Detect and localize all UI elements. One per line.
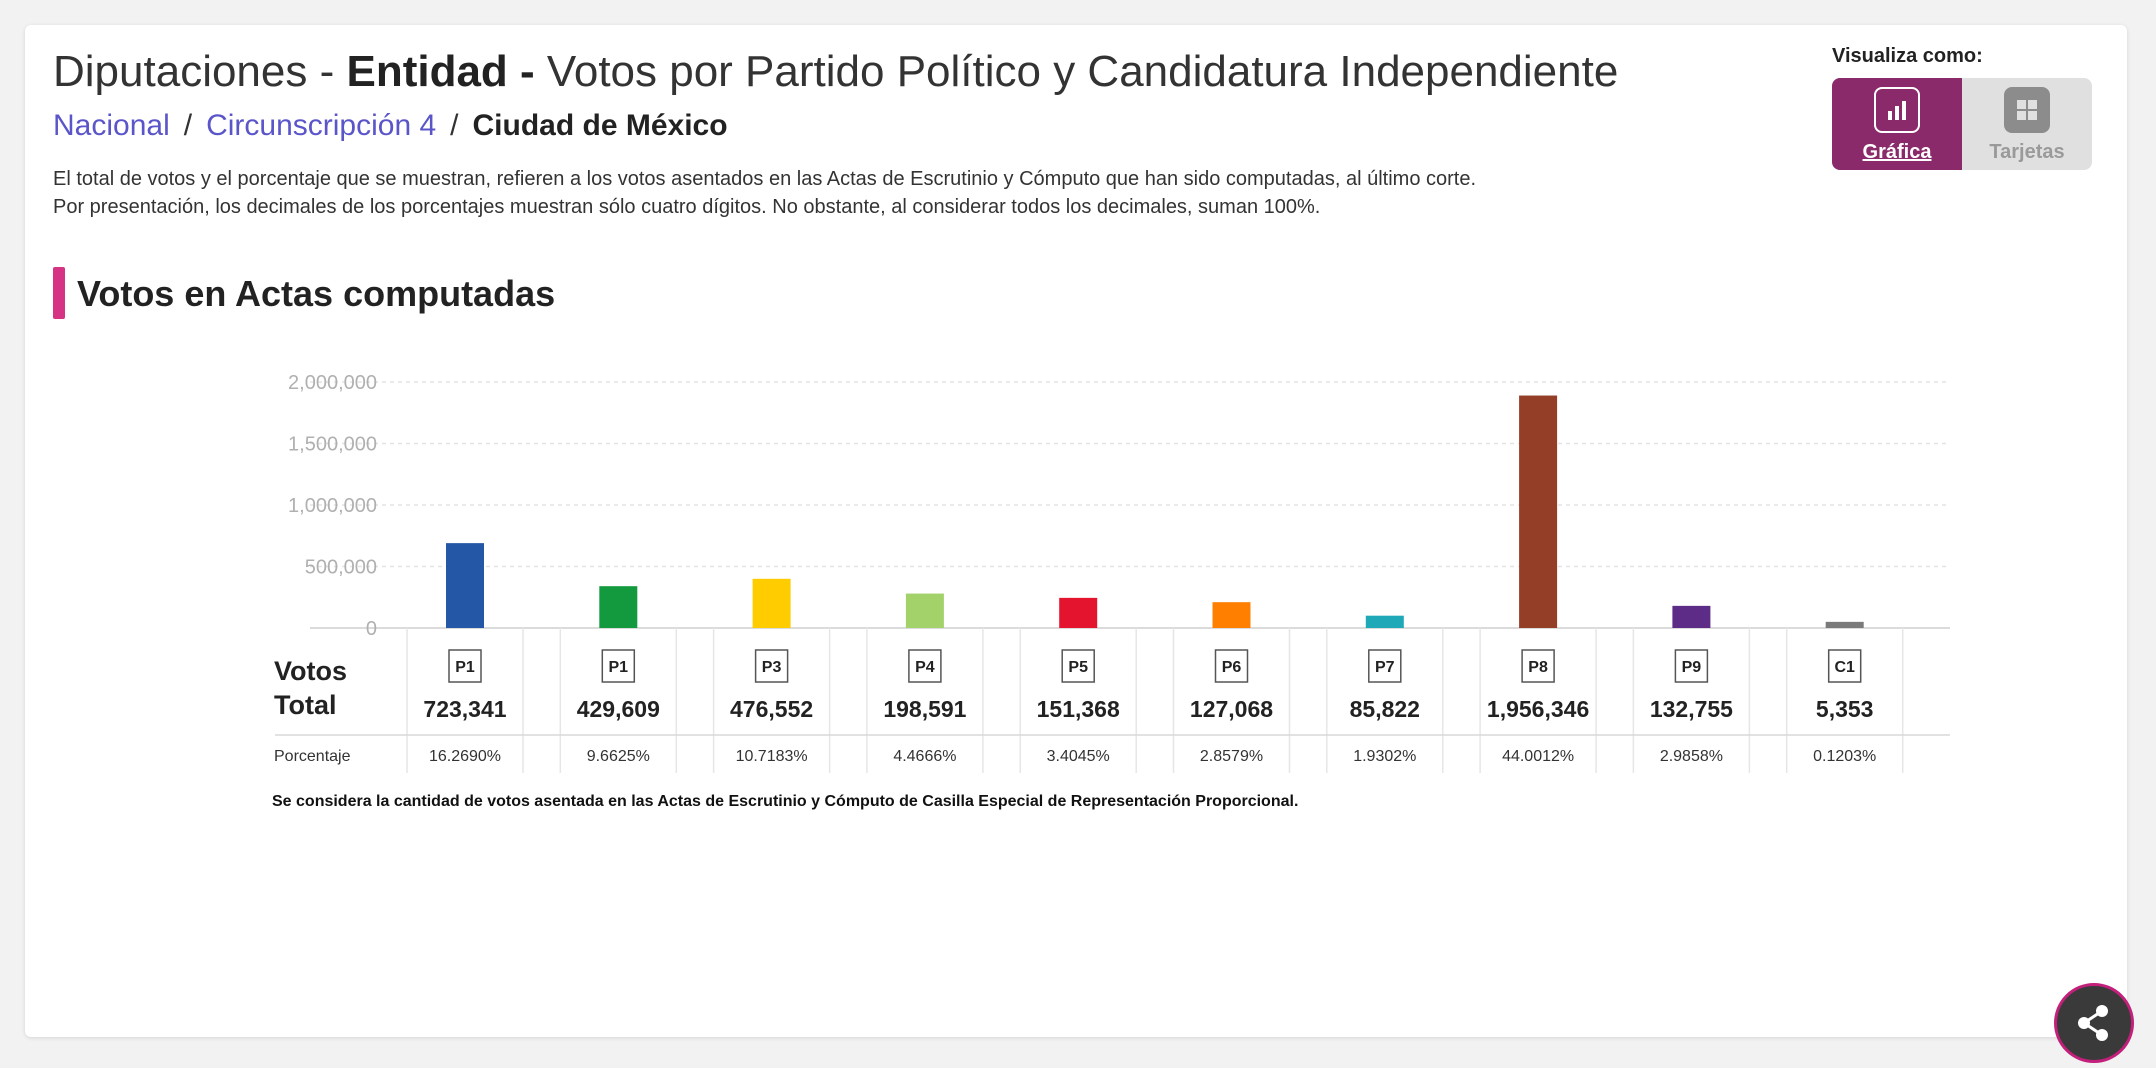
breadcrumb-separator: /: [183, 109, 193, 142]
votes-value: 198,591: [883, 696, 966, 722]
bar[interactable]: [1825, 621, 1864, 628]
bar[interactable]: [905, 593, 944, 628]
percent-value: 1.9302%: [1353, 748, 1416, 765]
percent-value: 3.4045%: [1047, 748, 1110, 765]
y-tick-label: 2,000,000: [288, 372, 377, 394]
visualiza-label: Visualiza como:: [1832, 45, 1983, 67]
section-title: Votos en Actas computadas: [77, 273, 556, 314]
votes-value: 723,341: [423, 696, 506, 722]
percent-value: 2.8579%: [1200, 748, 1263, 765]
breadcrumb-current: Ciudad de México: [472, 109, 728, 142]
bar[interactable]: [1365, 615, 1404, 628]
party-label: P6: [1222, 659, 1242, 676]
party-label: P3: [762, 659, 782, 676]
y-tick-label: 1,000,000: [288, 495, 377, 517]
party-label: P9: [1682, 659, 1702, 676]
grid-icon: [2004, 87, 2050, 133]
percent-value: 16.2690%: [429, 748, 501, 765]
party-label: P1: [455, 659, 475, 676]
description-line-2: Por presentación, los decimales de los p…: [53, 196, 1321, 218]
percent-value: 10.7183%: [736, 748, 808, 765]
view-option-tarjetas-label: Tarjetas: [1989, 141, 2065, 163]
bar[interactable]: [1212, 602, 1251, 628]
y-tick-label: 500,000: [305, 557, 377, 579]
breadcrumb-separator: /: [450, 109, 459, 142]
bar[interactable]: [752, 578, 791, 628]
votos-label: Votos: [274, 656, 347, 686]
footnote: Se considera la cantidad de votos asenta…: [272, 793, 1298, 810]
votes-value: 5,353: [1816, 696, 1874, 722]
bar[interactable]: [1519, 395, 1558, 628]
party-badge: [601, 649, 636, 683]
bar-chart-icon: [1874, 87, 1920, 133]
breadcrumb-circunscripcion[interactable]: Circunscripción 4: [206, 109, 437, 142]
votes-value: 429,609: [577, 696, 660, 722]
view-option-tarjetas[interactable]: Tarjetas: [1962, 78, 2092, 170]
party-badge: [1521, 649, 1555, 683]
party-badge: [908, 649, 942, 683]
percent-value: 9.6625%: [587, 748, 650, 765]
breadcrumb-nacional[interactable]: Nacional: [53, 109, 170, 142]
results-card: Diputaciones - Entidad - Votos por Parti…: [25, 25, 2127, 1037]
porcentaje-label: Porcentaje: [274, 748, 351, 765]
y-tick-label: 1,500,000: [288, 434, 377, 456]
view-toggle: Gráfica Tarjetas: [1832, 78, 2092, 170]
bar[interactable]: [1059, 597, 1098, 628]
votes-value: 1,956,346: [1487, 696, 1589, 722]
bar[interactable]: [446, 543, 484, 628]
votes-value: 132,755: [1650, 696, 1733, 722]
party-badge: [754, 649, 789, 683]
percent-value: 2.9858%: [1660, 748, 1723, 765]
percent-value: 44.0012%: [1502, 748, 1574, 765]
description-line-1: El total de votos y el porcentaje que se…: [53, 168, 1477, 190]
party-label: P1: [609, 659, 629, 676]
page-title: Diputaciones - Entidad - Votos por Parti…: [53, 47, 1619, 96]
party-badge: [448, 649, 482, 683]
section-accent-bar: [53, 267, 65, 319]
bar[interactable]: [1672, 605, 1711, 628]
party-label: P5: [1068, 659, 1088, 676]
percent-value: 0.1203%: [1813, 748, 1876, 765]
votes-value: 85,822: [1350, 696, 1420, 722]
view-option-grafica-label: Gráfica: [1862, 141, 1932, 163]
description: El total de votos y el porcentaje que se…: [53, 165, 1753, 221]
share-button[interactable]: [2054, 983, 2134, 1063]
share-icon: [2078, 1005, 2108, 1041]
y-tick-label: 0: [366, 618, 377, 640]
party-badge: [1827, 649, 1862, 683]
party-label: P4: [915, 659, 935, 676]
party-badge: [1674, 649, 1709, 683]
votes-value: 476,552: [730, 696, 813, 722]
party-badge: [1061, 649, 1095, 683]
bar[interactable]: [599, 586, 638, 628]
votes-bar-chart: 0 500,000 1,000,000 1,500,000 2,000,000 P1 72…: [272, 372, 1950, 810]
percent-value: 4.4666%: [893, 748, 956, 765]
party-label: P7: [1375, 659, 1395, 676]
party-badge: [1214, 649, 1249, 683]
party-badge: [1368, 649, 1402, 683]
party-label: P8: [1528, 659, 1548, 676]
view-option-grafica[interactable]: Gráfica: [1832, 78, 1962, 170]
votes-value: 151,368: [1037, 696, 1120, 722]
total-label: Total: [274, 690, 337, 720]
votes-value: 127,068: [1190, 696, 1273, 722]
party-label: C1: [1834, 659, 1855, 676]
breadcrumb: Nacional / Circunscripción 4 / Ciudad de Méx…: [53, 109, 728, 143]
